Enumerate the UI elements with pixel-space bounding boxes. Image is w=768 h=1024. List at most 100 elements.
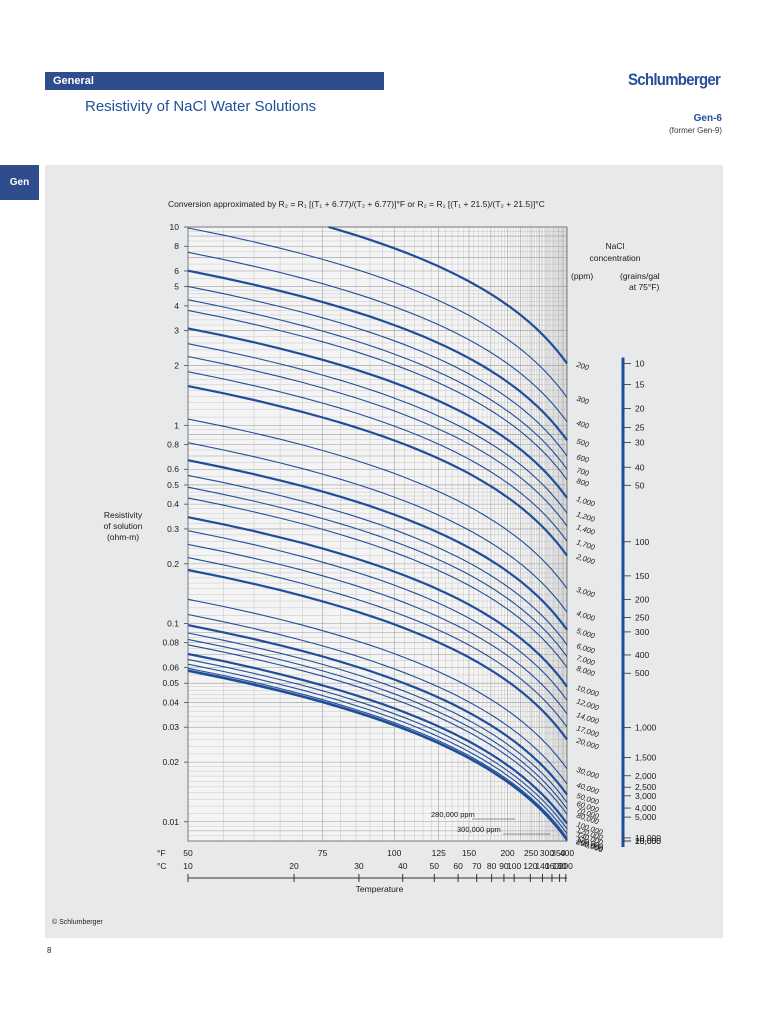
- x-unit-c: °C: [157, 861, 167, 871]
- series-line: [187, 658, 568, 830]
- grains-tick-label: 3,000: [635, 791, 657, 801]
- grains-tick-label: 500: [635, 668, 649, 678]
- series-label: 400: [575, 418, 590, 431]
- grains-tick-label: 4,000: [635, 803, 657, 813]
- y-tick-label: 1: [174, 420, 179, 430]
- x-tick-label-f: 50: [183, 848, 193, 858]
- x-tick-label-f: 300: [540, 848, 554, 858]
- series-line: [187, 516, 568, 688]
- grains-tick-label: 25: [635, 422, 645, 432]
- grains-tick-label: 150: [635, 571, 649, 581]
- series-line: [187, 670, 568, 842]
- series-line: [187, 497, 568, 668]
- chart-panel: Conversion approximated by R₂ = R₁ [(T₁ …: [45, 165, 723, 938]
- concentration-header: NaCl: [606, 241, 625, 251]
- y-axis-label: (ohm-m): [107, 532, 139, 542]
- grains-tick-label: 300: [635, 627, 649, 637]
- y-tick-label: 0.06: [162, 663, 179, 673]
- grains-tick-label: 2,000: [635, 771, 657, 781]
- grains-tick-label: 20: [635, 404, 645, 414]
- x-tick-label-f: 350: [551, 848, 565, 858]
- resistivity-chart: Conversion approximated by R₂ = R₁ [(T₁ …: [104, 199, 662, 894]
- section-bar: General: [45, 72, 384, 90]
- series-label: 500: [575, 437, 590, 450]
- y-tick-label: 0.02: [162, 757, 179, 767]
- x-tick-label-c: 200: [559, 861, 573, 871]
- grains-tick-label: 200: [635, 594, 649, 604]
- series-label: 600: [575, 452, 590, 465]
- x-tick-label-f: 75: [318, 848, 328, 858]
- brand-logo: Schlumberger: [628, 70, 721, 89]
- grains-tick-label: 30: [635, 437, 645, 447]
- concentration-header: concentration: [589, 253, 640, 263]
- series-label: 5,000: [575, 626, 596, 641]
- grains-tick-label: 400: [635, 650, 649, 660]
- x-tick-label-c: 20: [289, 861, 299, 871]
- y-tick-label: 4: [174, 301, 179, 311]
- annotation-300000: 300,000 ppm: [457, 825, 501, 834]
- series-label: 1,400: [575, 522, 596, 537]
- x-tick-label-f: 100: [387, 848, 401, 858]
- x-tick-label-c: 60: [453, 861, 463, 871]
- y-tick-label: 0.1: [167, 619, 179, 629]
- x-tick-label-f: 400: [560, 848, 574, 858]
- series-line: [187, 269, 568, 441]
- copyright: © Schlumberger: [52, 919, 103, 926]
- grains-tick-label: 40: [635, 462, 645, 472]
- y-tick-label: 0.3: [167, 524, 179, 534]
- series-line: [187, 442, 568, 613]
- series-label: 30,000: [575, 765, 600, 781]
- y-tick-label: 0.2: [167, 559, 179, 569]
- page-number: 8: [47, 946, 52, 955]
- y-tick-label: 2: [174, 361, 179, 371]
- grains-tick-label: 10: [635, 358, 645, 368]
- series-line: [187, 251, 568, 423]
- series-line: [187, 459, 568, 631]
- y-tick-label: 5: [174, 282, 179, 292]
- y-tick-label: 0.01: [162, 817, 179, 827]
- y-tick-label: 0.05: [162, 678, 179, 688]
- series-line: [187, 371, 568, 542]
- series-line: [187, 227, 568, 398]
- series-line: [187, 632, 568, 803]
- series-line: [187, 613, 568, 785]
- x-tick-label-c: 160: [545, 861, 559, 871]
- series-line: [187, 327, 568, 499]
- grains-header: (grains/gal: [620, 271, 660, 281]
- y-tick-label: 0.6: [167, 464, 179, 474]
- chart-formula: Conversion approximated by R₂ = R₁ [(T₁ …: [168, 199, 545, 209]
- x-tick-label-c: 120: [523, 861, 537, 871]
- x-tick-label-f: 200: [500, 848, 514, 858]
- chart-id: Gen-6: [693, 113, 722, 124]
- y-tick-label: 0.04: [162, 697, 179, 707]
- series-line: [187, 644, 568, 815]
- series-line: [187, 474, 568, 646]
- x-tick-label-c: 180: [552, 861, 566, 871]
- side-tab-gen[interactable]: Gen: [0, 165, 39, 200]
- series-line: [187, 530, 568, 701]
- y-tick-label: 0.5: [167, 480, 179, 490]
- grains-tick-label: 100: [635, 537, 649, 547]
- x-tick-label-f: 125: [432, 848, 446, 858]
- grains-tick-label: 10,000: [635, 833, 661, 843]
- y-tick-label: 3: [174, 326, 179, 336]
- y-tick-label: 10: [170, 222, 180, 232]
- series-line: [187, 669, 568, 841]
- y-axis-label: Resistivity: [104, 510, 143, 520]
- series-line: [187, 598, 568, 770]
- series-line: [187, 568, 568, 741]
- x-tick-label-c: 90: [499, 861, 509, 871]
- series-line: [187, 652, 568, 825]
- series-label: 1,000: [575, 494, 596, 509]
- grains-tick-label: 1,500: [635, 752, 657, 762]
- series-line: [187, 624, 568, 796]
- y-tick-label: 6: [174, 266, 179, 276]
- x-tick-label-c: 80: [487, 861, 497, 871]
- series-label: 4,000: [575, 609, 596, 624]
- series-label: 700: [575, 466, 590, 479]
- x-unit-f: °F: [157, 848, 166, 858]
- x-tick-label-c: 30: [354, 861, 364, 871]
- series-line: [187, 299, 568, 470]
